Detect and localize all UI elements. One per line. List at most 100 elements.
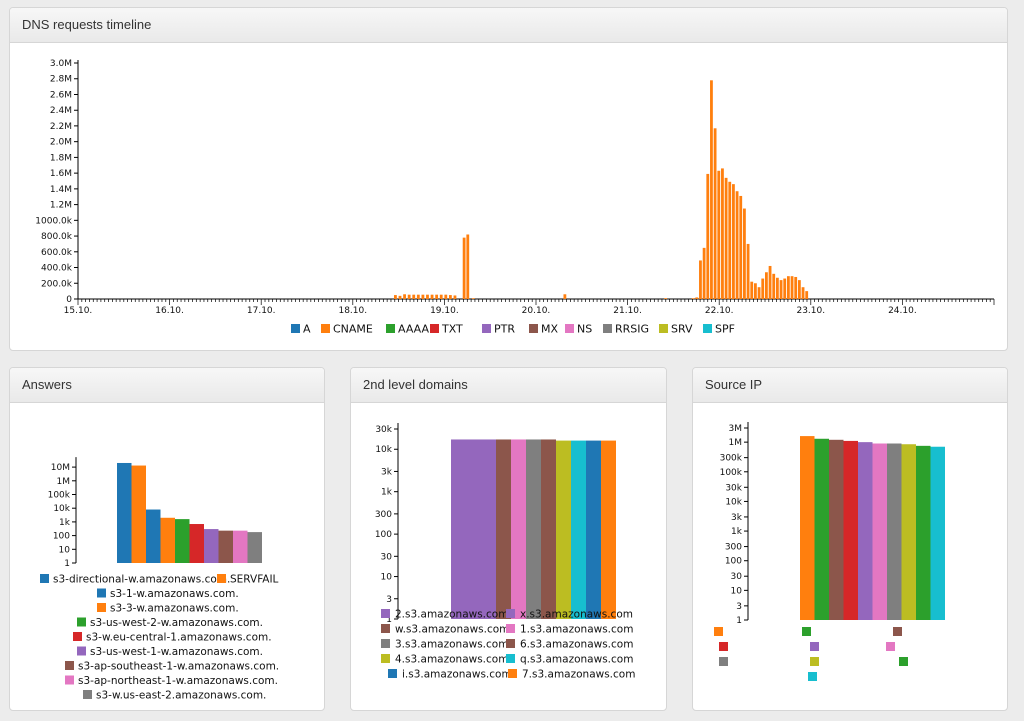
y-tick-label: 1M: [729, 438, 743, 448]
legend-item: s3-3-w.amazonaws.com.: [110, 603, 239, 615]
legend-swatch: [381, 624, 390, 633]
timeline-bar: [732, 184, 735, 299]
y-tick-label: 10M: [51, 463, 70, 473]
timeline-bar: [768, 265, 772, 299]
timeline-bar: [430, 294, 434, 299]
timeline-bar: [448, 295, 452, 299]
timeline-bar: [462, 237, 466, 299]
legend-swatch: [719, 642, 728, 651]
legend-item: 6.s3.amazonaws.com: [520, 639, 633, 651]
answers-bar: [160, 517, 175, 563]
timeline-bar: [779, 280, 783, 299]
answers-bar: [117, 462, 132, 563]
source-ip-panel: Source IP 1 3 10 30 100 300 1k 3k 10k 30k 100k 300k…: [692, 367, 1008, 711]
source-ip-chart[interactable]: 1 3 10 30 100 300 1k 3k 10k 30k 100k 300k 1M 3M: [693, 403, 1008, 711]
y-tick-label: 30: [731, 572, 743, 582]
timeline-chart[interactable]: 0 200.0k 400.0k 600.0k 800.0k 1000.0k 1.2M 1.4M…: [10, 43, 1008, 351]
timeline-bar: [735, 191, 739, 299]
timeline-bar: [691, 298, 695, 299]
timeline-bar: [664, 298, 668, 299]
y-tick-label: 1000.0k: [35, 216, 72, 226]
y-tick-label: 10k: [725, 497, 742, 507]
answers-bar: [218, 530, 233, 563]
timeline-bar: [750, 281, 754, 299]
y-tick-label: 10: [59, 545, 71, 555]
x-tick-label: 23.10.: [796, 306, 825, 316]
legend-swatch: [703, 324, 712, 333]
legend-item: s3-ap-northeast-1-w.amazonaws.com.: [78, 675, 278, 687]
legend-swatch: [381, 654, 390, 663]
x-tick-label: 15.10.: [64, 306, 93, 316]
timeline-bar: [783, 278, 787, 299]
legend-label-spf: SPF: [715, 323, 735, 336]
timeline-bar: [772, 273, 776, 299]
legend-label-rrsig: RRSIG: [615, 323, 649, 336]
y-tick-label: 800.0k: [41, 232, 73, 242]
timeline-bar: [728, 181, 732, 299]
timeline-bar: [805, 291, 809, 299]
legend-swatch: [388, 669, 397, 678]
timeline-bar: [757, 287, 761, 299]
legend-item: x.s3.amazonaws.com: [520, 609, 633, 621]
legend-label-a: A: [303, 323, 311, 336]
legend-swatch: [506, 609, 515, 618]
answers-bar: [204, 529, 219, 563]
y-tick-label: 100: [53, 532, 70, 542]
legend-item: s3-w.us-east-2.amazonaws.com.: [96, 690, 266, 702]
legend-item: i.s3.amazonaws.com: [402, 669, 512, 681]
legend-swatch: [508, 669, 517, 678]
legend-item: s3-directional-w.amazonaws.com.: [53, 574, 230, 586]
legend-swatch: [73, 632, 82, 641]
y-tick-label: 400.0k: [41, 264, 73, 274]
y-tick-label: 30k: [375, 425, 392, 435]
y-tick-label: 3.0M: [50, 59, 72, 69]
answers-bar: [175, 519, 190, 563]
legend-swatch: [506, 654, 515, 663]
timeline-bar: [394, 295, 397, 299]
legend-swatch: [506, 624, 515, 633]
timeline-bar: [775, 277, 779, 299]
domains-chart[interactable]: 1 3 10 30 100 300 1k 3k 10k 30k 2.s3.amazonaws.com…: [351, 403, 667, 711]
y-tick-label: 1k: [731, 527, 743, 537]
domains-bar: [451, 439, 481, 619]
timeline-bar: [797, 280, 801, 299]
legend-item: 7.s3.amazonaws.com: [522, 669, 635, 681]
domains-bar: [496, 439, 511, 619]
source-ip-bar: [916, 445, 931, 620]
y-tick-label: 1k: [381, 488, 393, 498]
timeline-bar: [790, 276, 794, 299]
answers-bar: [131, 465, 146, 563]
source-ip-bar: [829, 439, 844, 620]
y-tick-label: 2.2M: [50, 122, 72, 132]
legend-item: s3-us-west-2-w.amazonaws.com.: [90, 617, 263, 629]
timeline-bar: [699, 260, 702, 299]
domains-bar: [481, 439, 496, 619]
legend-label-cname: CNAME: [333, 323, 373, 336]
x-tick-label: 16.10.: [155, 306, 184, 316]
legend-item: s3-1-w.amazonaws.com.: [110, 588, 239, 600]
y-tick-label: 2.8M: [50, 75, 72, 85]
source-ip-bar: [901, 444, 916, 620]
timeline-bar: [435, 294, 439, 299]
legend-swatch: [381, 639, 390, 648]
domains-bar: [526, 439, 541, 619]
legend-swatch: [386, 324, 395, 333]
y-tick-label: 10: [381, 573, 393, 583]
answers-chart[interactable]: 1 10 100 1k 10k 100k 1M 10M s3-directional-w.ama…: [10, 403, 325, 711]
legend-swatch: [381, 609, 390, 618]
legend-item: q.s3.amazonaws.com: [520, 654, 633, 666]
legend-swatch: [65, 661, 74, 670]
legend-swatch: [65, 675, 74, 685]
timeline-bar: [721, 168, 724, 299]
y-tick-label: 3k: [731, 513, 743, 523]
source-ip-bar: [872, 443, 887, 620]
legend-swatch: [899, 657, 908, 666]
timeline-bar: [702, 247, 706, 299]
y-tick-label: 300: [725, 543, 742, 553]
legend-item: 2.s3.amazonaws.com: [395, 609, 508, 621]
legend-item: s3-w.eu-central-1.amazonaws.com.: [86, 632, 272, 644]
timeline-bar: [794, 276, 798, 299]
legend-item: s3-us-west-1-w.amazonaws.com.: [90, 646, 263, 658]
timeline-bar: [416, 294, 420, 299]
source-ip-bar: [800, 436, 815, 620]
